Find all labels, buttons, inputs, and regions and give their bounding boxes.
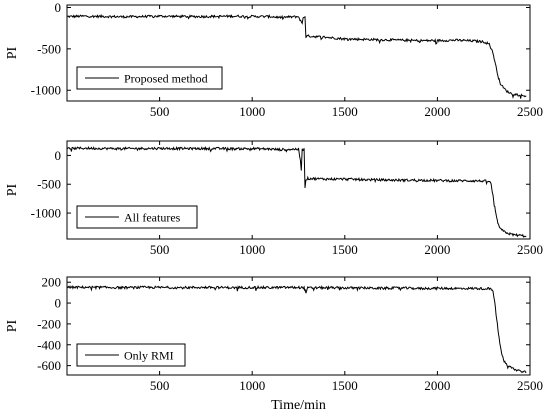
legend-label: Proposed method [124,72,208,86]
x-tick-label: 2500 [517,104,543,119]
y-tick-label: -400 [37,337,61,352]
x-tick-label: 500 [150,104,170,119]
legend-label: Only RMI [124,349,174,363]
chart-panel-3: 500 1000 1500 2000 25002000-200-400-600PITim… [5,275,543,413]
legend: Proposed method [76,66,223,90]
y-tick-label: -1000 [31,206,61,221]
y-tick-label: -600 [37,358,61,373]
y-tick-label: -200 [37,316,61,331]
y-tick-label: 200 [42,275,62,290]
series-line-1 [67,13,527,100]
x-tick-label: 2500 [517,242,543,257]
x-tick-label: 1000 [239,242,265,257]
y-tick-label: 0 [55,296,62,311]
x-tick-label: 2000 [424,242,450,257]
legend-label: All features [124,211,181,225]
y-axis-label: PI [5,46,20,59]
y-tick-label: -1000 [31,83,61,98]
chart-panel-1: 500 1000 1500 2000 2500 0 -500 -1000 PI Proposed … [5,0,543,119]
x-tick-label: 1500 [332,104,358,119]
legend-box [76,66,223,90]
legend-box [76,343,186,367]
x-tick-label: 1500 [332,378,358,393]
y-tick-label: -500 [37,41,61,56]
x-tick-label: 1000 [239,104,265,119]
x-tick-label: 2000 [424,378,450,393]
x-axis-label: Time/min [271,398,326,413]
series-line-1 [67,145,527,238]
y-tick-label: 0 [55,0,62,15]
x-tick-label: 500 [150,378,170,393]
y-axis-label: PI [5,183,20,196]
x-tick-label: 1000 [239,378,265,393]
chart-panel-2: 500 1000 1500 2000 2500 0 -500 -1000 PI All featu… [5,140,543,257]
y-tick-label: -500 [37,177,61,192]
legend: Only RMI [76,343,186,367]
plot-frame [66,4,531,102]
series-line-1 [67,284,527,374]
x-tick-label: 2000 [424,104,450,119]
legend-box [76,205,198,229]
legend: All features [76,205,198,229]
x-tick-label: 500 [150,242,170,257]
y-axis-label: PI [5,319,20,332]
x-tick-label: 2500 [517,378,543,393]
x-tick-label: 1500 [332,242,358,257]
plot-frame [66,276,531,376]
y-tick-label: 0 [55,148,62,163]
plot-frame [66,140,531,240]
